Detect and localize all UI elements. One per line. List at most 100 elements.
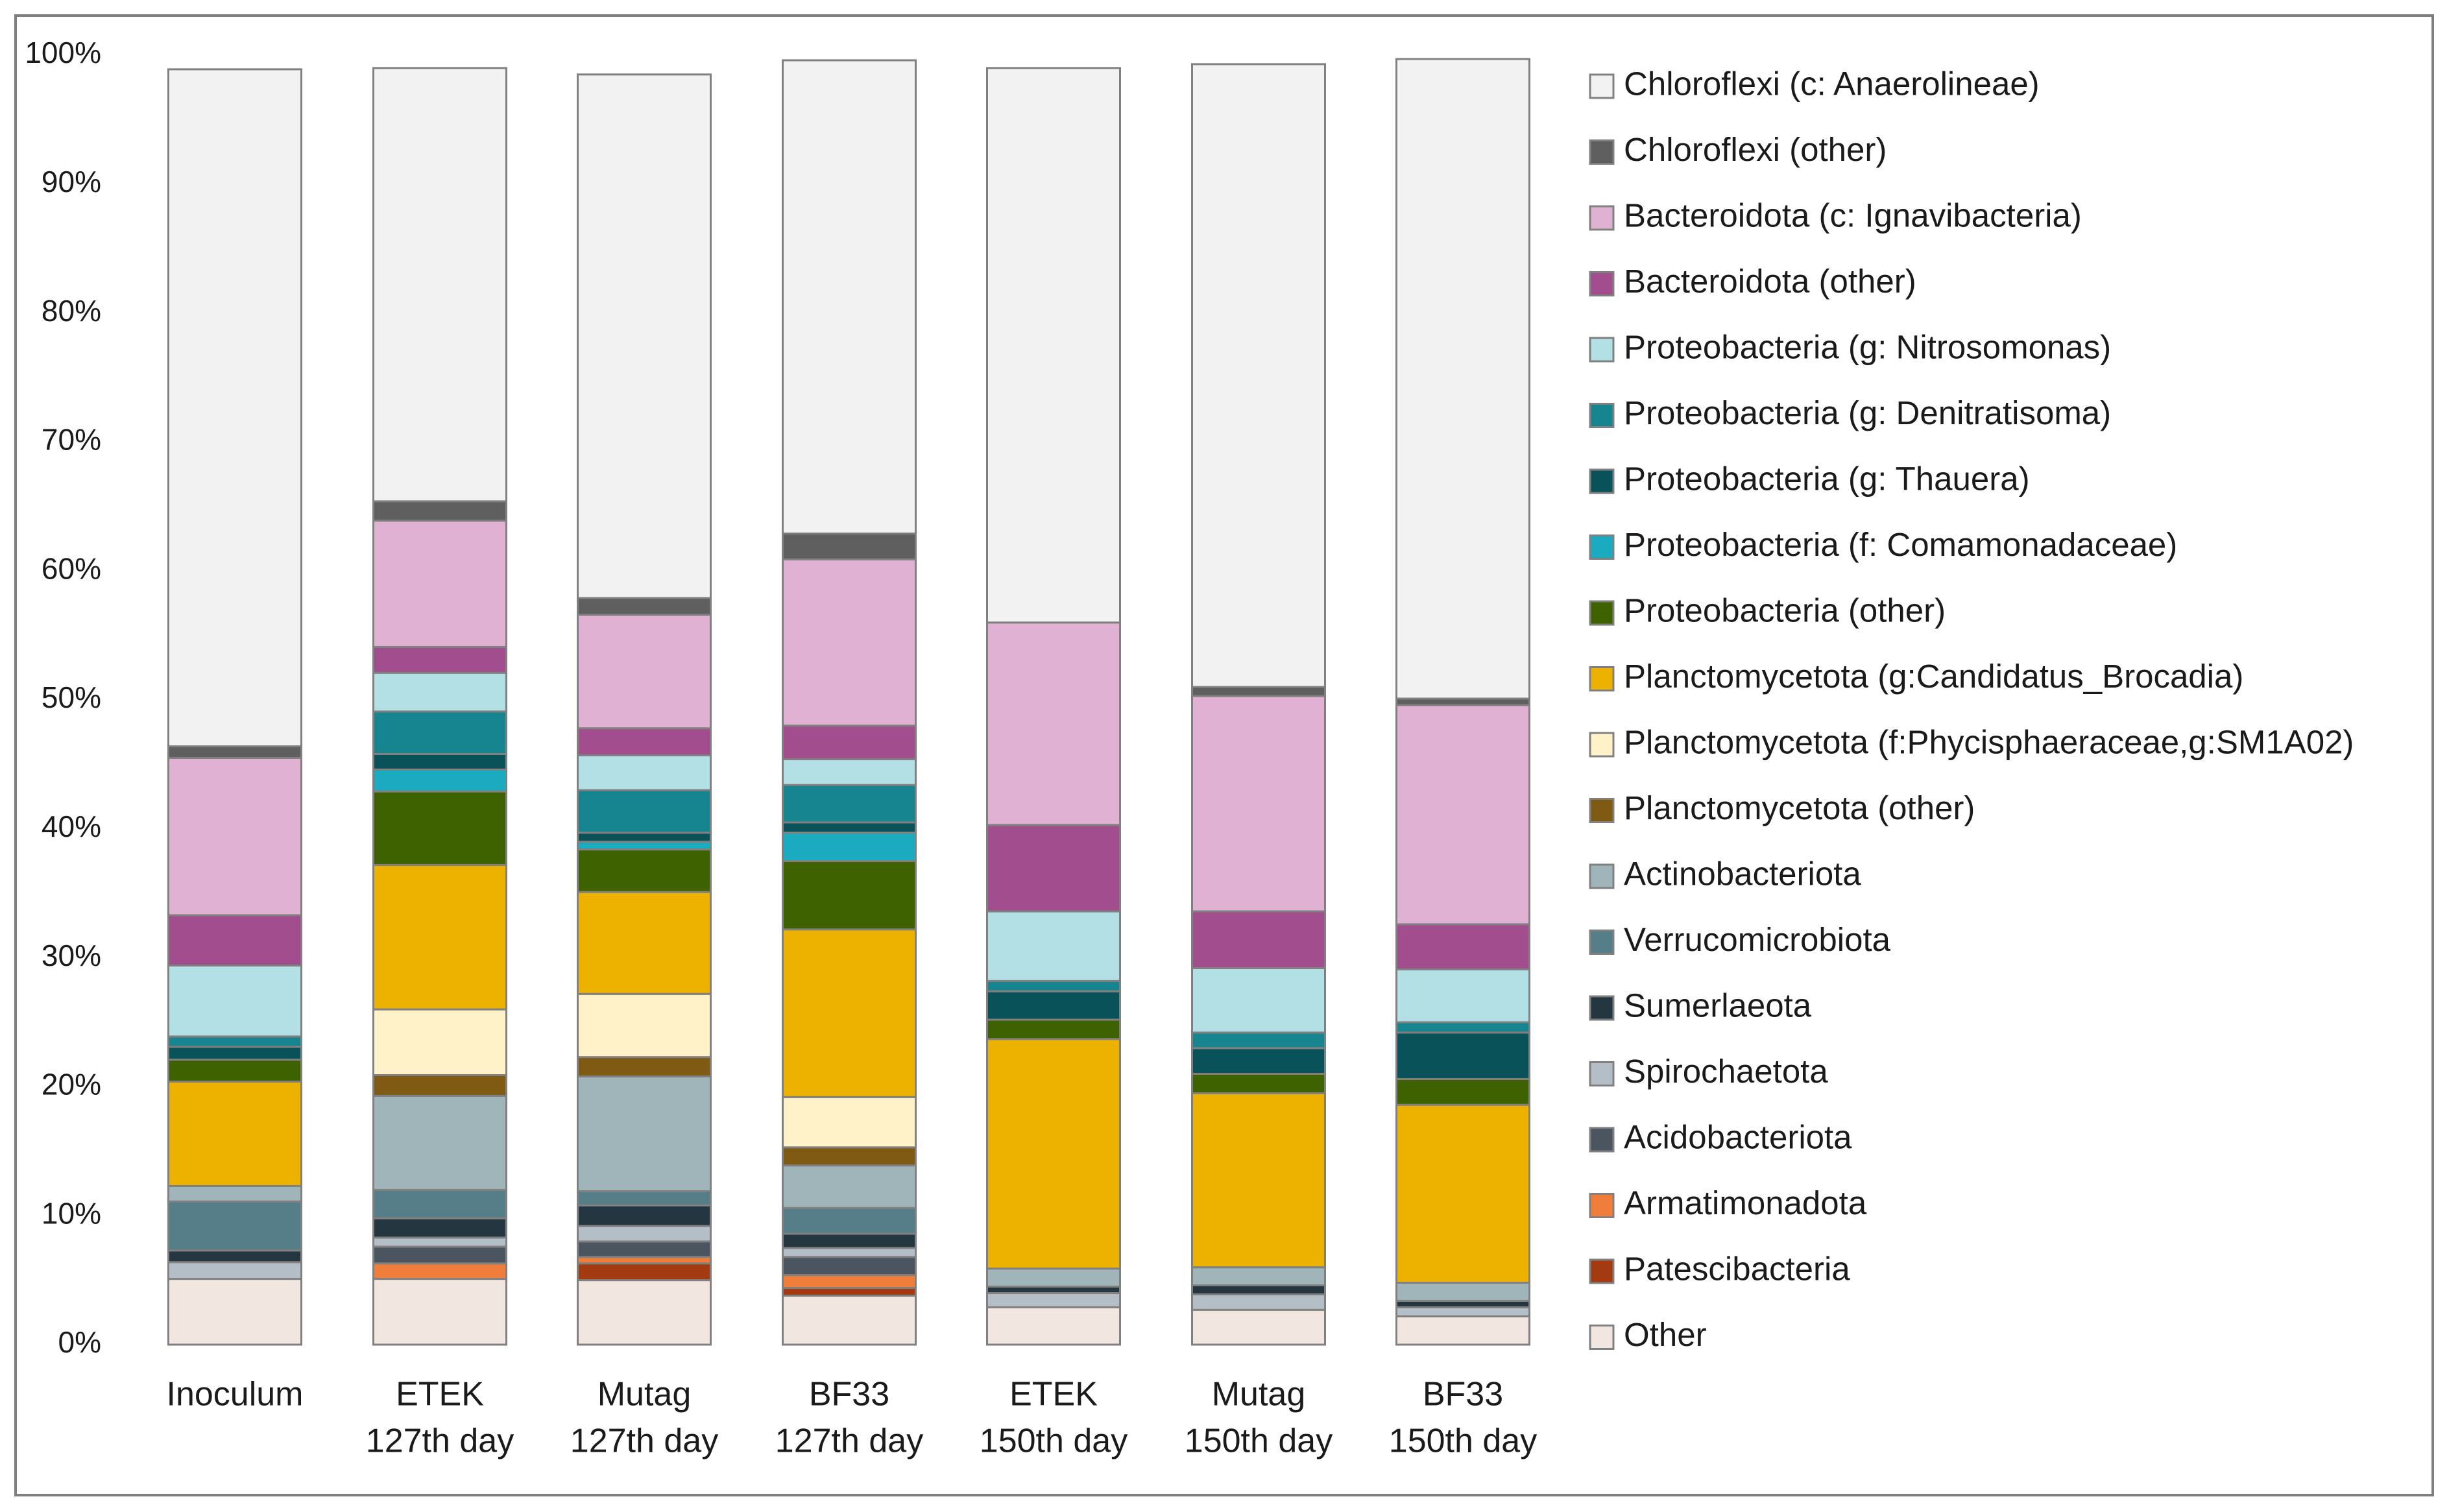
bar-segment <box>1191 686 1326 697</box>
bar-segment <box>372 790 507 866</box>
legend-item: Planctomycetota (f:Phycisphaeraceae,g:SM… <box>1589 723 2354 760</box>
bar-segment <box>1395 1315 1530 1346</box>
bar-segment <box>577 597 712 616</box>
bar-segment <box>372 67 507 503</box>
bar-segment <box>372 1074 507 1097</box>
bar-segment <box>577 727 712 756</box>
y-tick-label: 0% <box>58 1325 101 1359</box>
bar-segment <box>1191 967 1326 1034</box>
x-tick-label: Inoculum <box>167 1376 304 1413</box>
legend-item: Proteobacteria (g: Denitratisoma) <box>1589 394 2111 431</box>
legend-item: Verrucomicrobiota <box>1589 921 1891 958</box>
x-tick-label: 150th day <box>1185 1422 1333 1460</box>
bar-segment <box>782 928 917 1098</box>
legend-item: Proteobacteria (other) <box>1589 592 1946 629</box>
bar-segment <box>372 645 507 674</box>
bar-segment <box>1191 1266 1326 1287</box>
legend-label: Actinobacteriota <box>1624 855 1861 892</box>
bar-stack <box>1395 58 1530 1346</box>
bar-segment <box>167 1184 302 1203</box>
legend-label: Proteobacteria (g: Nitrosomonas) <box>1624 328 2111 365</box>
bar-segment <box>986 910 1121 982</box>
bar-segment <box>782 832 917 863</box>
bar-segment <box>782 59 917 535</box>
bar-segment <box>1191 910 1326 970</box>
bar-segment <box>167 1035 302 1048</box>
legend-swatch <box>1589 732 1615 758</box>
bar-stack <box>782 59 917 1346</box>
bar-segment <box>1395 1021 1530 1034</box>
y-axis: 0% 10% 20% 30% 40% 50% 60% 70% 80% 90% 100% <box>25 36 101 1359</box>
legend-swatch <box>1589 995 1615 1021</box>
x-tick-label: Mutag <box>597 1376 692 1413</box>
bar-segment <box>577 1240 712 1258</box>
bar-segment <box>372 710 507 755</box>
legend-item: Chloroflexi (c: Anaerolineae) <box>1589 65 2040 102</box>
legend-item: Proteobacteria (f: Comamonadaceae) <box>1589 526 2177 563</box>
bar-segment <box>167 1046 302 1061</box>
legend-label: Other <box>1624 1316 1707 1353</box>
y-tick-label: 10% <box>42 1196 101 1230</box>
legend-label: Chloroflexi (c: Anaerolineae) <box>1624 65 2040 102</box>
legend-swatch <box>1589 403 1615 428</box>
bar-segment <box>577 891 712 995</box>
bar-segment <box>372 768 507 793</box>
bar-segment <box>167 68 302 748</box>
bar-segment <box>577 73 712 599</box>
y-tick-label: 100% <box>25 36 101 69</box>
legend-swatch <box>1589 1258 1615 1284</box>
bar-segment <box>372 752 507 771</box>
bar-segment <box>372 1008 507 1077</box>
x-tick-label: 127th day <box>570 1422 718 1460</box>
x-tick-label: 127th day <box>775 1422 923 1460</box>
legend-item: Other <box>1589 1316 1707 1353</box>
legend-item: Sumerlaeota <box>1589 987 1812 1024</box>
legend-label: Proteobacteria (f: Comamonadaceae) <box>1624 526 2177 563</box>
bar-segment <box>782 758 917 786</box>
bar-segment <box>986 621 1121 826</box>
x-tick-label: BF33 <box>1423 1376 1503 1413</box>
y-tick-label: 70% <box>42 423 101 457</box>
legend-label: Bacteroidota (other) <box>1624 263 1916 300</box>
bar-segment <box>167 756 302 917</box>
legend-swatch <box>1589 1193 1615 1218</box>
x-tick-label: BF33 <box>809 1376 889 1413</box>
bar-segment <box>782 1206 917 1235</box>
x-axis: Inoculum ETEK 127th day Mutag 127th day BF33 1… <box>167 1376 1538 1460</box>
bar-segment <box>782 1232 917 1249</box>
bar-segment <box>986 1267 1121 1288</box>
bar-segment <box>167 1200 302 1252</box>
legend-item: Planctomycetota (g:Candidatus_Brocadia) <box>1589 658 2243 695</box>
bar-segment <box>782 784 917 824</box>
x-tick-label: ETEK <box>396 1376 484 1413</box>
bar-stack <box>986 67 1121 1346</box>
bar-segment <box>986 979 1121 992</box>
bar-segment <box>577 1190 712 1206</box>
bar-segment <box>167 1278 302 1346</box>
bar-segment <box>1395 1282 1530 1302</box>
bar-segment <box>372 1262 507 1280</box>
bar-segment <box>782 725 917 760</box>
y-tick-label: 40% <box>42 810 101 843</box>
bar-segment <box>372 1217 507 1239</box>
legend-item: Patescibacteria <box>1589 1250 1850 1287</box>
bar-segment <box>577 1056 712 1077</box>
bar-segment <box>577 1262 712 1282</box>
bar-segment <box>1191 1284 1326 1295</box>
legend-swatch <box>1589 930 1615 955</box>
bar-segment <box>372 863 507 1011</box>
bar-segment <box>1395 1077 1530 1106</box>
bar-segment <box>1395 1306 1530 1317</box>
bar-segment <box>167 914 302 967</box>
bar-segment <box>372 1188 507 1219</box>
x-tick-label: ETEK <box>1009 1376 1098 1413</box>
legend-swatch <box>1589 139 1615 165</box>
legend-item: Spirochaetota <box>1589 1053 1828 1090</box>
bar-segment <box>1191 1031 1326 1050</box>
bars <box>167 58 1530 1346</box>
bar-segment <box>577 841 712 851</box>
legend-label: Planctomycetota (other) <box>1624 789 1975 826</box>
legend-item: Bacteroidota (other) <box>1589 263 1916 300</box>
legend-item: Planctomycetota (other) <box>1589 789 1975 826</box>
